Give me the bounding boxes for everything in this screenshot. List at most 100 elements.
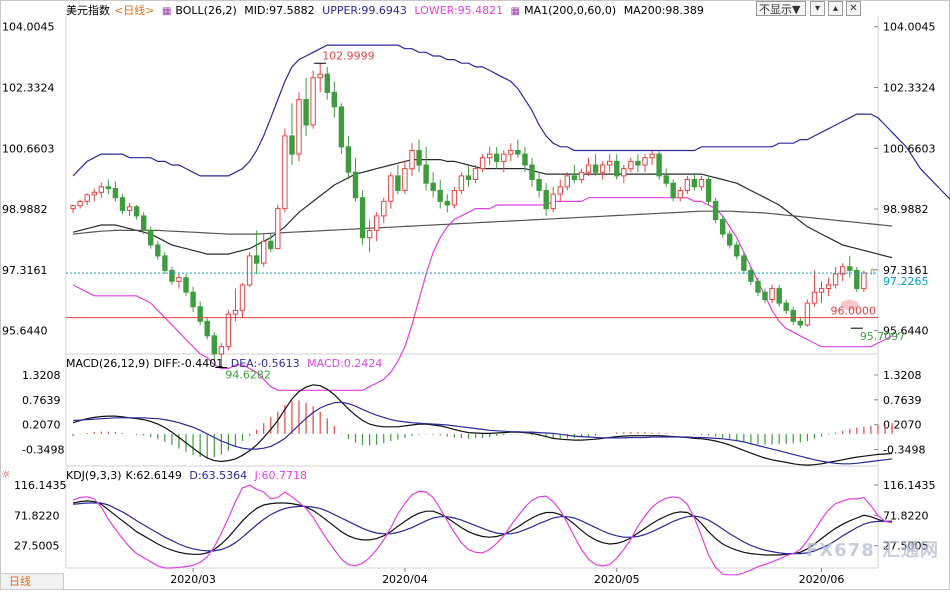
candle-body [105, 186, 112, 190]
macd-tick-label-right: -0.3498 [883, 443, 925, 456]
kdj-line-k [72, 500, 893, 556]
kdj-tick-label-right: 116.1435 [883, 479, 936, 492]
y-tick-label-left: 95.6440 [2, 325, 48, 338]
candle-body [176, 277, 182, 282]
tab-daily[interactable]: 日线 [0, 573, 64, 590]
candle-body [607, 160, 613, 166]
main-chart-header: 美元指数 <日线> ▦ BOLL(26,2) MID:97.5882 UPPER:9… [66, 2, 708, 18]
macd-tick-label-right: 0.2070 [883, 419, 922, 432]
kdj-settings-icon[interactable]: ☼ [1, 468, 11, 481]
chevron-down-icon[interactable]: ▾ [810, 1, 825, 16]
candle-body [599, 164, 606, 173]
candle-body [98, 186, 104, 193]
candle-body [303, 99, 309, 126]
macd-dea-value: DEA:-0.5613 [230, 357, 300, 370]
candle-body [416, 150, 422, 166]
chevron-up-icon[interactable]: ▴ [828, 1, 843, 16]
candle-body [522, 153, 528, 166]
candle-body [578, 171, 585, 181]
kdj-header: KDJ(9,3,3) K:62.6149 D:63.5364 J:60.7718 [66, 469, 311, 482]
candle-body [832, 273, 839, 286]
macd-tick-label-right: 0.7639 [883, 394, 922, 407]
candle-body [155, 244, 161, 257]
series-line-ma200 [73, 210, 893, 235]
macd-diff-value: DIFF:-0.4401 [153, 357, 224, 370]
candle-body [508, 150, 514, 155]
display-dropdown[interactable]: 不显示▼ [756, 1, 806, 16]
candle-body [705, 179, 712, 202]
candle-body [564, 175, 570, 188]
macd-tick-label-left: 0.7639 [22, 394, 61, 407]
candle-body [133, 206, 140, 217]
y-tick-label-right: 95.6440 [883, 325, 929, 338]
candle-body [727, 233, 733, 246]
kdj-tick-label-left: 116.1435 [14, 479, 67, 492]
candle-body [720, 219, 726, 235]
candle-body [409, 150, 415, 170]
candle-body [162, 255, 168, 271]
macd-label: MACD(26,12,9) [66, 357, 150, 370]
candle-body [345, 146, 352, 173]
candle-body [126, 206, 133, 211]
candle-body [663, 175, 669, 184]
candle-body [141, 215, 147, 231]
candle-body [444, 200, 451, 206]
candle-body [465, 175, 472, 180]
kdj-tick-label-left: 71.8220 [14, 509, 60, 522]
candle-body [261, 240, 267, 264]
series-line-lower [72, 197, 893, 391]
candle-body [684, 179, 691, 191]
candle-body [649, 153, 655, 159]
low2-annotation: 95.7097 [860, 330, 906, 343]
candle-body [204, 320, 210, 337]
candle-body [479, 157, 486, 170]
close-icon[interactable]: ✕ [846, 1, 861, 16]
candle-body [366, 229, 373, 239]
x-tick-label: 2020/03 [170, 573, 216, 586]
candle-body [741, 255, 747, 271]
candle-body [536, 179, 542, 191]
y-tick-label-right: 104.0045 [883, 21, 936, 34]
candle-body [423, 164, 429, 184]
symbol-label: 美元指数 [66, 4, 110, 17]
candle-body [818, 288, 825, 293]
macd-dea-line [73, 401, 893, 465]
candle-body [494, 153, 500, 162]
x-tick-label: 2020/05 [594, 573, 640, 586]
candle-body [430, 182, 436, 191]
candle-body [331, 91, 338, 108]
candle-body [811, 291, 818, 304]
y-tick-label-right: 102.3324 [883, 82, 936, 95]
candle-body [310, 77, 316, 126]
kdj-label: KDJ(9,3,3) [66, 469, 122, 482]
kdj-j-value: J:60.7718 [254, 469, 308, 482]
candle-body [550, 193, 556, 210]
candle-body [734, 244, 740, 257]
candle-body [487, 153, 493, 159]
macd-tick-label-left: -0.3498 [22, 443, 64, 456]
candle-body [338, 106, 345, 148]
kdj-line-j [72, 484, 893, 576]
candle-body [70, 205, 76, 210]
ma-indicator-icon: ▦ [510, 6, 521, 17]
kdj-line-d [73, 502, 893, 555]
candle-body [359, 197, 366, 239]
period-label[interactable]: <日线> [114, 4, 155, 17]
macd-diff-line [72, 384, 893, 466]
candle-body [275, 208, 281, 250]
boll-lower-value: LOWER:95.4821 [414, 4, 504, 17]
candle-body [190, 291, 196, 308]
macd-hist-value: MACD:0.2424 [307, 357, 383, 370]
macd-tick-label-left: 0.2070 [22, 419, 61, 432]
kdj-tick-label-right: 27.5005 [883, 540, 929, 553]
candle-body [840, 266, 846, 275]
candle-body [254, 255, 260, 264]
candle-body [232, 309, 239, 315]
candle-body [804, 302, 811, 326]
boll-label: BOLL(26,2) [175, 4, 237, 17]
candle-body [825, 284, 832, 289]
candle-body [529, 164, 535, 180]
series-line-upper [72, 44, 950, 201]
y-tick-label-left: 97.3161 [2, 264, 48, 277]
